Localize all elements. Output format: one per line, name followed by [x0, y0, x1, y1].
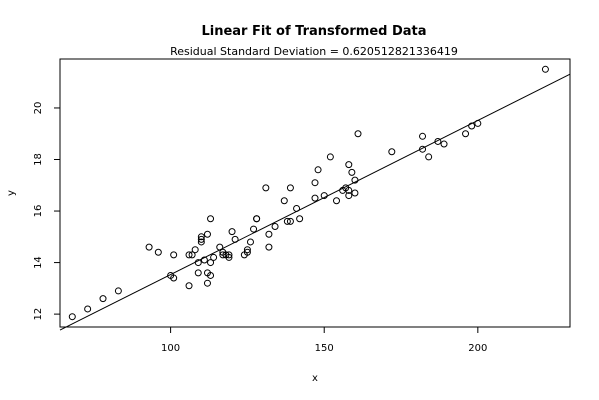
y-tick-label: 18 — [33, 153, 44, 166]
data-point — [311, 194, 319, 202]
data-point — [314, 166, 322, 174]
data-point — [203, 230, 211, 238]
data-point — [145, 243, 153, 251]
data-point — [253, 215, 261, 223]
data-point — [84, 305, 92, 313]
data-point — [228, 228, 236, 236]
data-point — [185, 251, 193, 259]
data-point — [351, 176, 359, 184]
data-point — [345, 192, 353, 200]
data-point — [474, 119, 482, 127]
data-point — [99, 295, 107, 303]
x-tick-label: 200 — [468, 343, 487, 354]
data-point — [419, 132, 427, 140]
data-point — [203, 279, 211, 287]
y-axis: 12 14 16 18 20 — [33, 102, 61, 321]
data-point — [68, 313, 76, 321]
y-tick-label: 12 — [33, 308, 44, 321]
data-point — [194, 259, 202, 267]
data-point — [207, 259, 215, 267]
data-point — [283, 217, 291, 225]
y-axis-label: y — [6, 190, 17, 196]
plot-frame — [59, 58, 571, 328]
data-point — [250, 225, 258, 233]
data-point — [197, 235, 205, 243]
data-point — [225, 251, 233, 259]
data-point — [333, 197, 341, 205]
data-point — [207, 271, 215, 279]
data-point — [345, 161, 353, 169]
fit-line — [59, 73, 571, 331]
data-point — [231, 235, 239, 243]
data-point — [197, 233, 205, 241]
fit-line-layer — [59, 73, 571, 331]
data-point — [419, 145, 427, 153]
data-point — [271, 223, 279, 230]
data-point — [348, 168, 356, 176]
y-tick-label: 20 — [33, 102, 44, 115]
data-point — [216, 243, 224, 251]
data-point — [243, 248, 251, 256]
x-tick-label: 100 — [161, 343, 180, 354]
data-point — [388, 148, 396, 156]
data-point — [351, 189, 359, 197]
data-point — [188, 251, 196, 259]
x-axis-label: x — [312, 373, 318, 384]
data-point — [286, 184, 294, 192]
data-point — [265, 243, 273, 251]
data-point — [541, 65, 549, 73]
data-point — [265, 230, 273, 238]
data-point — [170, 251, 178, 259]
data-point — [440, 140, 448, 148]
points-layer — [68, 65, 549, 321]
data-point — [296, 215, 304, 223]
data-point — [425, 153, 433, 161]
chart-subtitle: Residual Standard Deviation = 0.62051282… — [170, 45, 458, 58]
data-point — [194, 269, 202, 277]
data-point — [207, 215, 215, 223]
data-point — [243, 246, 251, 254]
data-point — [468, 122, 476, 130]
data-point — [345, 186, 353, 194]
data-point — [320, 192, 328, 200]
data-point — [311, 179, 319, 187]
data-point — [197, 238, 205, 246]
data-point — [326, 153, 334, 161]
x-tick-label: 150 — [315, 343, 334, 354]
chart-title: Linear Fit of Transformed Data — [201, 24, 426, 39]
data-point — [114, 287, 122, 295]
data-point — [286, 217, 294, 225]
data-point — [170, 274, 178, 282]
data-point — [154, 248, 162, 256]
data-point — [225, 253, 233, 261]
data-point — [462, 130, 470, 138]
y-tick-label: 14 — [33, 256, 44, 269]
x-axis: 100 150 200 — [161, 326, 487, 354]
data-point — [185, 282, 193, 290]
data-point — [280, 197, 288, 205]
data-point — [354, 130, 362, 138]
data-point — [293, 204, 301, 212]
data-point — [262, 184, 270, 192]
data-point — [434, 137, 442, 145]
data-point — [200, 256, 208, 264]
y-tick-label: 16 — [33, 205, 44, 218]
data-point — [191, 246, 199, 254]
data-point — [210, 253, 218, 261]
data-point — [246, 238, 254, 246]
